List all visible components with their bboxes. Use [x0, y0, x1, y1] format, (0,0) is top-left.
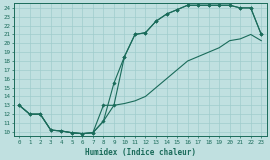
X-axis label: Humidex (Indice chaleur): Humidex (Indice chaleur)	[85, 148, 196, 156]
